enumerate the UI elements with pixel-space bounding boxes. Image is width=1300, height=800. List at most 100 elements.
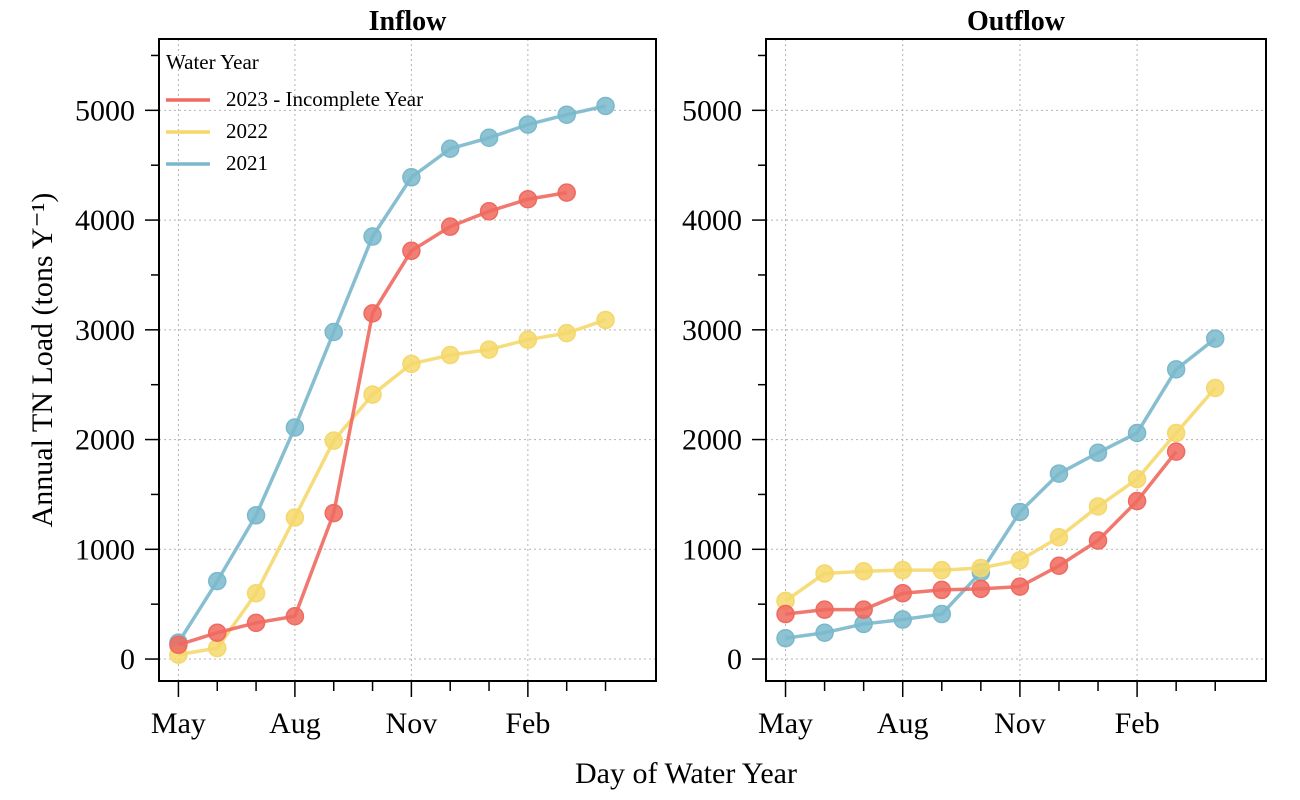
x-tick-label: May: [151, 707, 206, 740]
panel-title: Inflow: [369, 6, 448, 37]
data-point: [1127, 469, 1147, 489]
data-point: [776, 628, 795, 648]
y-tick-label: 5000: [75, 94, 135, 127]
data-point: [815, 623, 834, 642]
data-point: [1049, 527, 1069, 547]
legend-entry-label: 2021: [226, 151, 268, 175]
data-point: [557, 105, 576, 124]
data-point: [207, 623, 227, 642]
y-tick-label: 4000: [682, 204, 742, 237]
data-point: [246, 583, 266, 603]
data-point: [596, 96, 615, 116]
data-point: [893, 560, 912, 580]
y-tick-label: 4000: [75, 204, 135, 237]
data-point: [1166, 360, 1186, 379]
data-point: [1010, 551, 1030, 570]
x-tick-label: Nov: [386, 707, 438, 740]
data-point: [1088, 497, 1108, 516]
data-point: [479, 202, 499, 221]
series-2022: [169, 310, 615, 664]
data-point: [169, 635, 188, 655]
data-point: [1010, 502, 1030, 522]
data-point: [518, 189, 538, 209]
data-point: [1127, 423, 1147, 443]
data-point: [246, 506, 266, 525]
series-2021: [169, 96, 615, 652]
data-point: [1010, 577, 1030, 596]
data-point: [596, 310, 615, 330]
data-point: [324, 322, 343, 342]
data-point: [815, 564, 834, 583]
series-line: [177, 190, 567, 647]
data-point: [971, 579, 991, 599]
y-tick-label: 5000: [682, 94, 742, 127]
y-tick-label: 3000: [75, 314, 135, 347]
data-point: [479, 340, 499, 359]
plot-frame: [158, 38, 657, 682]
series-line: [785, 337, 1217, 640]
data-point: [1205, 329, 1225, 348]
data-point: [363, 385, 382, 404]
y-tick-label: 3000: [682, 314, 742, 347]
data-point: [1127, 491, 1147, 511]
panel-title: Outflow: [967, 6, 1066, 37]
y-tick-label: 1000: [75, 533, 135, 566]
data-point: [440, 345, 460, 365]
data-point: [402, 241, 421, 261]
legend: Water Year 2023 - Incomplete Year 2022 2021: [166, 50, 423, 175]
data-point: [1205, 378, 1225, 398]
data-point: [440, 139, 460, 158]
data-point: [285, 508, 305, 527]
x-tick-label: Feb: [505, 707, 550, 740]
series-2021: [776, 329, 1225, 648]
y-tick-label: 2000: [75, 424, 135, 457]
data-point: [518, 330, 538, 349]
data-point: [1049, 464, 1069, 483]
data-point: [557, 323, 576, 343]
data-point: [324, 431, 343, 450]
data-point: [1166, 423, 1186, 443]
data-point: [324, 503, 343, 523]
legend-entry-label: 2022: [226, 119, 268, 143]
data-point: [932, 580, 952, 600]
x-tick-label: Nov: [994, 707, 1046, 740]
series-line: [178, 318, 607, 657]
data-point: [363, 227, 382, 246]
legend-entry-label: 2023 - Incomplete Year: [226, 87, 423, 111]
series-line: [784, 386, 1217, 603]
data-point: [893, 610, 912, 629]
series-2023: [169, 183, 576, 655]
data-point: [285, 607, 305, 626]
series-2023: [776, 442, 1186, 624]
y-tick-label: 0: [120, 643, 135, 676]
data-point: [854, 562, 873, 581]
inflow-panel: 0 1000 2000 3000 4000 5000 May Aug Nov Feb Inflow W…: [75, 6, 657, 740]
data-point: [518, 115, 538, 134]
plot-frame: [765, 38, 1267, 682]
data-point: [971, 558, 991, 578]
series-line: [176, 104, 606, 644]
data-point: [932, 604, 952, 624]
data-point: [776, 604, 795, 624]
data-point: [440, 217, 460, 236]
data-point: [893, 583, 912, 603]
x-axis-label: Day of Water Year: [575, 757, 797, 790]
data-point: [854, 600, 873, 619]
data-point: [1088, 531, 1108, 550]
x-tick-label: Aug: [269, 707, 321, 740]
y-tick-label: 0: [727, 643, 742, 676]
x-tick-label: May: [758, 707, 813, 740]
data-point: [402, 354, 421, 374]
series-2022: [776, 378, 1225, 611]
data-point: [557, 183, 576, 202]
data-point: [479, 128, 499, 148]
y-tick-label: 2000: [682, 424, 742, 457]
x-tick-label: Feb: [1115, 707, 1160, 740]
data-point: [1088, 443, 1108, 462]
data-point: [815, 600, 834, 619]
outflow-panel: 0 1000 2000 3000 4000 5000 May Aug Nov Feb Outflow: [682, 6, 1267, 740]
y-tick-label: 1000: [682, 533, 742, 566]
y-axis-label: Annual TN Load (tons Y⁻¹): [26, 193, 59, 528]
data-point: [932, 560, 952, 580]
